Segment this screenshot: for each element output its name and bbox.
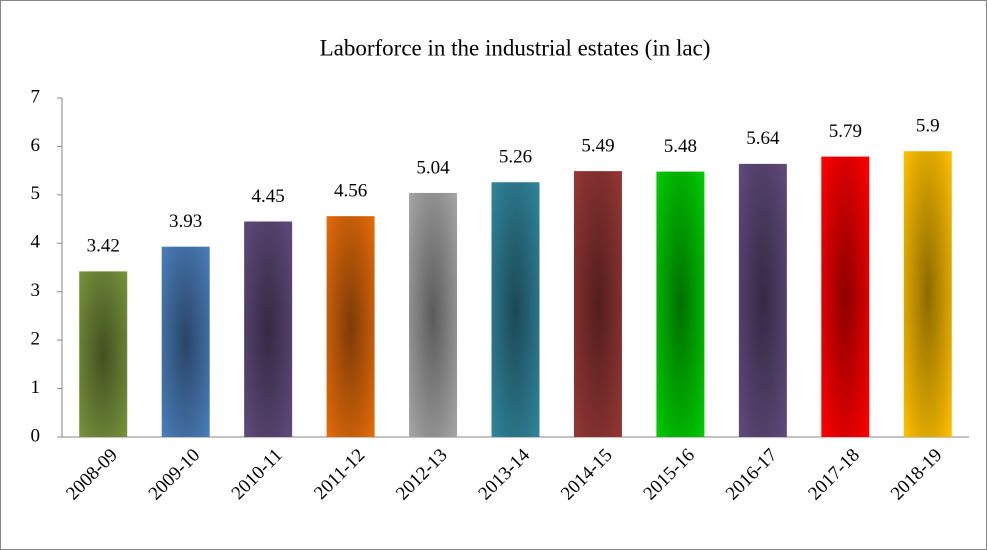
bar [903, 151, 952, 437]
y-tick-label: 2 [31, 329, 41, 350]
data-label: 5.26 [499, 147, 532, 168]
y-tick-label: 0 [31, 425, 41, 446]
data-label: 5.79 [829, 121, 862, 142]
data-label: 3.42 [87, 236, 120, 257]
y-tick-label: 3 [31, 280, 41, 301]
y-tick-label: 7 [31, 86, 41, 107]
y-tick-label: 6 [31, 135, 41, 156]
data-label: 5.9 [916, 116, 940, 137]
y-tick-label: 5 [31, 183, 41, 204]
data-label: 4.56 [334, 181, 367, 202]
data-label: 5.48 [664, 136, 697, 157]
y-tick-label: 4 [31, 232, 41, 253]
bar [79, 271, 128, 437]
bar [244, 221, 293, 437]
bar [409, 192, 458, 437]
data-label: 5.64 [746, 128, 780, 149]
bar [656, 171, 705, 437]
y-tick-label: 1 [31, 377, 41, 398]
bar [573, 171, 622, 437]
bar [161, 246, 210, 437]
bar [326, 216, 375, 437]
data-label: 4.45 [252, 186, 285, 207]
data-label: 5.49 [581, 135, 614, 156]
bar [491, 182, 540, 437]
bar [738, 163, 787, 437]
bar [821, 156, 870, 437]
chart-title: Laborforce in the industrial estates (in… [320, 35, 711, 60]
data-label: 5.04 [416, 157, 450, 178]
data-label: 3.93 [169, 211, 202, 232]
